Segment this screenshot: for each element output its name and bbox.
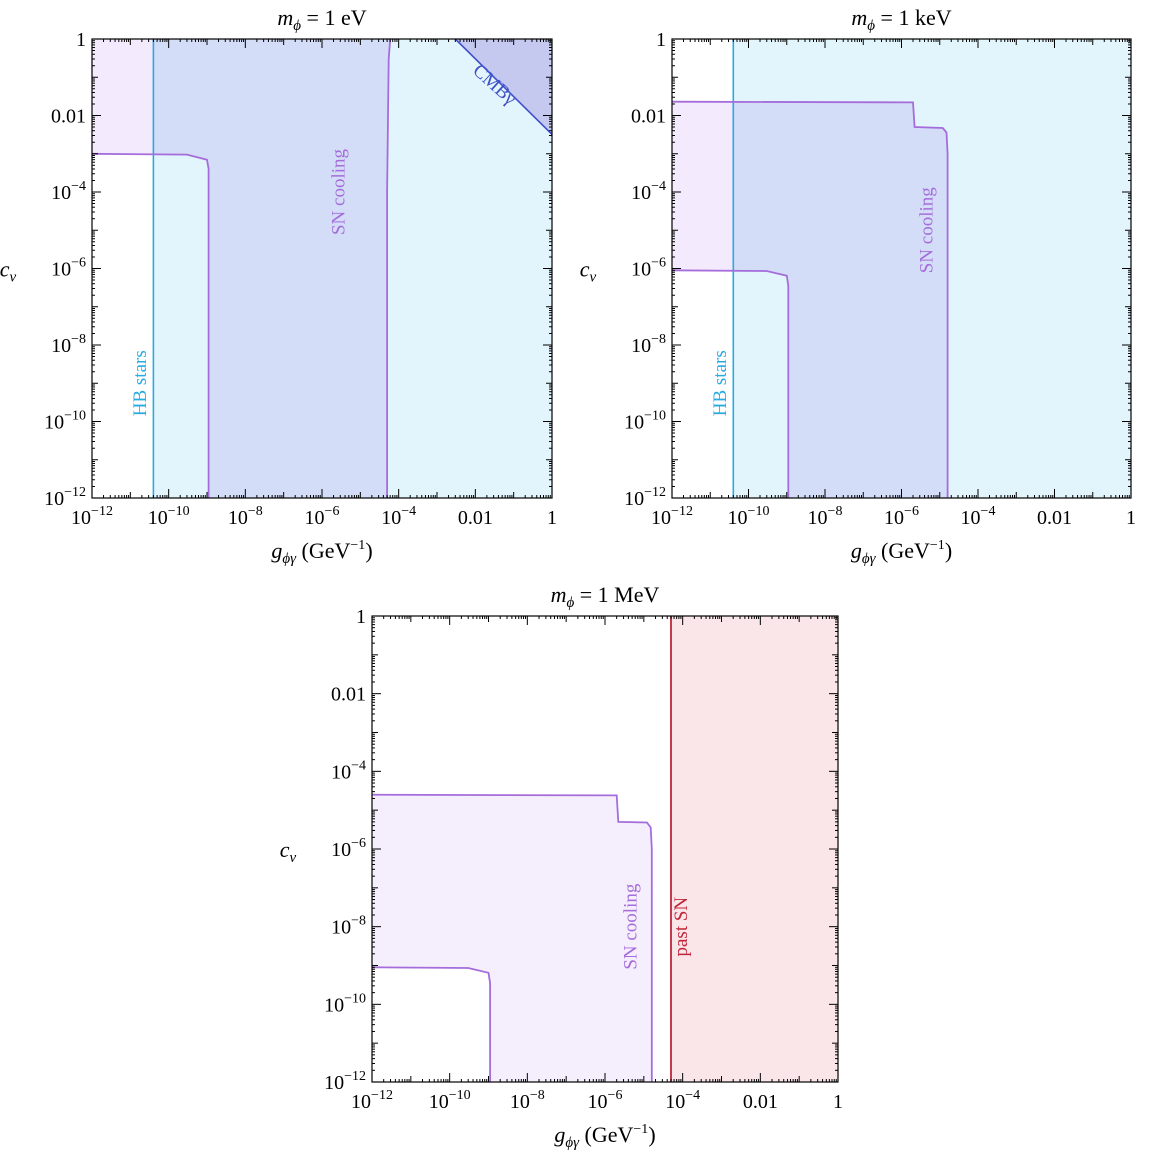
sn-cooling-upper-boundary <box>672 100 949 498</box>
y-tick-label: 10−12 <box>44 485 86 510</box>
y-tick-label: 10−6 <box>631 256 666 281</box>
y-tick-label: 10−10 <box>624 409 666 434</box>
region-fill-sn-only <box>92 39 154 154</box>
x-tick-label: 10−4 <box>961 504 996 529</box>
panel-title: mϕ = 1 MeV <box>551 582 660 611</box>
x-tick-label: 10−12 <box>351 1088 393 1113</box>
y-tick-label: 10−4 <box>331 758 366 783</box>
x-tick-label: 10−8 <box>510 1088 545 1113</box>
x-tick-label: 1 <box>833 1091 843 1113</box>
x-tick-label: 10−10 <box>148 504 190 529</box>
panel-title: mϕ = 1 keV <box>851 5 951 34</box>
x-tick-label: 10−8 <box>228 504 263 529</box>
y-axis-title: cν <box>0 257 17 286</box>
y-tick-label: 0.01 <box>631 106 666 128</box>
y-axis-title: cν <box>280 837 297 866</box>
y-tick-label: 10−12 <box>624 485 666 510</box>
region-label-sn-cooling: SN cooling <box>621 883 642 970</box>
y-tick-label: 1 <box>356 606 366 628</box>
plot-area <box>92 39 552 498</box>
y-tick-label: 1 <box>76 29 86 51</box>
plot-area <box>672 39 1131 498</box>
chart-panel-2: HB stars SN cooling 10−12 10−10 10−8 10−6 10−4… <box>580 5 1136 567</box>
y-tick-label: 1 <box>656 29 666 51</box>
sn-cooling-lower-boundary <box>672 269 790 498</box>
x-tick-label: 10−6 <box>305 504 340 529</box>
sn-cooling-upper-boundary <box>372 793 653 1082</box>
x-tick-label: 1 <box>547 507 557 529</box>
y-tick-label: 10−10 <box>44 409 86 434</box>
region-label-hb-stars: HB stars <box>130 350 151 416</box>
sn-cooling-upper-boundary <box>386 39 392 498</box>
x-tick-label: 10−4 <box>665 1088 700 1113</box>
region-label-past-sn: past SN <box>671 897 692 957</box>
x-tick-label: 10−8 <box>808 504 843 529</box>
chart-panel-3: SN cooling past SN 10−12 10−10 10−8 10−6 10−4 0… <box>280 582 843 1151</box>
x-tick-label: 10−6 <box>884 504 919 529</box>
x-tick-label: 10−6 <box>588 1088 623 1113</box>
y-tick-label: 10−6 <box>51 256 86 281</box>
plot-area <box>372 616 838 1082</box>
y-tick-label: 10−6 <box>331 836 366 861</box>
x-tick-label: 10−10 <box>429 1088 471 1113</box>
y-axis-title: cν <box>580 257 597 286</box>
sn-cooling-lower-boundary <box>92 152 210 498</box>
x-tick-label: 1 <box>1126 507 1136 529</box>
region-fill-sn-cooling <box>372 794 652 1082</box>
y-tick-label: 10−8 <box>331 914 366 939</box>
x-tick-label: 0.01 <box>1037 507 1072 529</box>
x-axis-title: gϕγ (GeV−1) <box>851 538 952 567</box>
x-tick-label: 10−12 <box>71 504 113 529</box>
x-tick-label: 0.01 <box>743 1091 778 1113</box>
y-tick-label: 10−10 <box>324 991 366 1016</box>
region-label-sn-cooling: SN cooling <box>917 187 938 274</box>
sn-cooling-lower-boundary <box>372 966 492 1082</box>
x-tick-label: 10−12 <box>651 504 693 529</box>
y-tick-label: 10−4 <box>51 179 86 204</box>
x-tick-label: 10−4 <box>381 504 416 529</box>
region-fill-sn-only <box>672 101 734 271</box>
y-tick-label: 0.01 <box>331 684 366 706</box>
y-tick-label: 10−8 <box>631 332 666 357</box>
y-tick-label: 10−4 <box>631 179 666 204</box>
y-tick-label: 0.01 <box>51 106 86 128</box>
region-label-hb-stars: HB stars <box>710 350 731 416</box>
panel-title: mϕ = 1 eV <box>277 5 366 34</box>
region-fill-sn-cooling <box>672 101 948 498</box>
y-tick-label: 10−12 <box>324 1069 366 1094</box>
y-tick-label: 10−8 <box>51 332 86 357</box>
region-fill-past-sn <box>671 616 838 1082</box>
x-axis-title: gϕγ (GeV−1) <box>271 538 372 567</box>
x-tick-label: 0.01 <box>458 507 493 529</box>
x-tick-label: 10−10 <box>728 504 770 529</box>
x-axis-title: gϕγ (GeV−1) <box>554 1122 655 1151</box>
region-label-sn-cooling: SN cooling <box>329 148 350 235</box>
cmb-boundary <box>454 39 552 135</box>
